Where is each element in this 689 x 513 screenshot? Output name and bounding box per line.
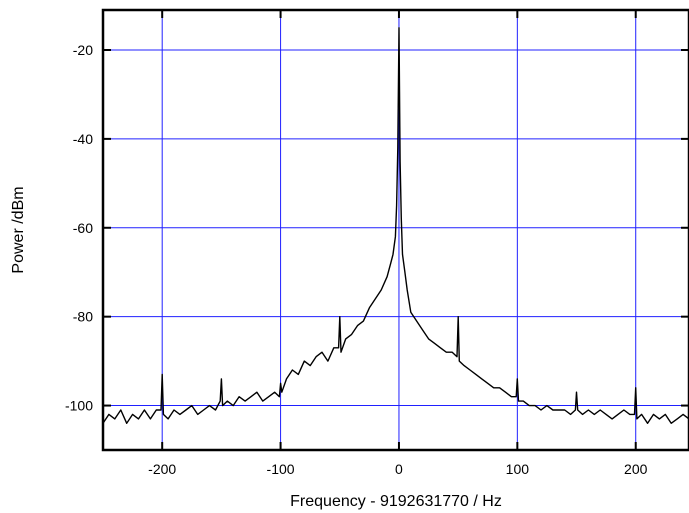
y-tick-label: -20 [73, 42, 93, 58]
spectrum-line [102, 27, 689, 424]
y-tick-label: -40 [73, 131, 93, 147]
plot-frame [101, 8, 689, 452]
x-tick-label: 200 [624, 461, 648, 477]
x-tick-label: 100 [506, 461, 530, 477]
tick-labels: -200 -100 0 100 200 -20 -40 -60 -80 -100 [65, 42, 648, 477]
y-axis-title: Power /dBm [10, 186, 27, 273]
y-tick-label: -100 [65, 398, 93, 414]
x-tick-label: -100 [267, 461, 295, 477]
x-axis-title: Frequency - 9192631770 / Hz [290, 493, 502, 510]
x-tick-label: -200 [148, 461, 176, 477]
y-tick-label: -80 [73, 309, 93, 325]
x-tick-label: 0 [395, 461, 403, 477]
y-tick-label: -60 [73, 220, 93, 236]
tick-marks [103, 10, 689, 450]
series-layer [102, 27, 689, 424]
